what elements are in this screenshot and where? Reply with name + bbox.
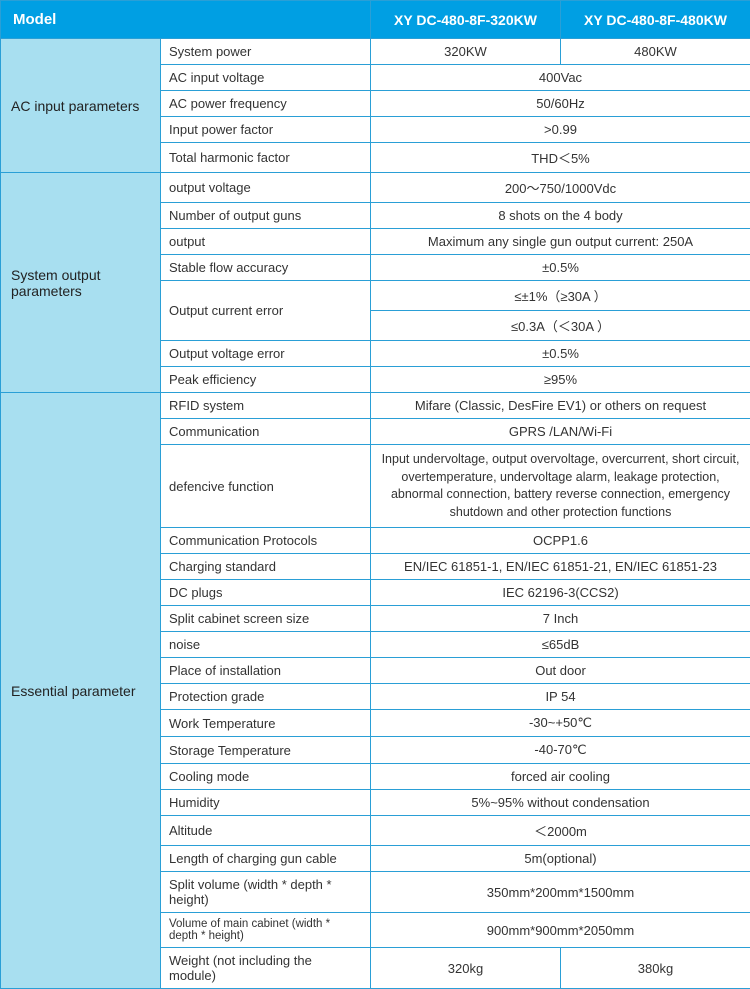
spec-value: 5%~95% without condensation xyxy=(371,790,750,816)
spec-label: AC input voltage xyxy=(161,65,371,91)
spec-value: Input undervoltage, output overvoltage, … xyxy=(371,445,750,528)
spec-label: Total harmonic factor xyxy=(161,143,371,173)
product-header-2: XY DC-480-8F-480KW xyxy=(561,1,750,39)
spec-label: RFID system xyxy=(161,393,371,419)
spec-value: ≤0.3A（＜30A ） xyxy=(371,311,750,341)
spec-value: -40-70℃ xyxy=(371,737,750,764)
section-title: AC input parameters xyxy=(1,39,161,173)
spec-label: Number of output guns xyxy=(161,203,371,229)
spec-value: Out door xyxy=(371,658,750,684)
spec-label: Humidity xyxy=(161,790,371,816)
spec-value: ＜2000m xyxy=(371,816,750,846)
spec-label: Volume of main cabinet (width * depth * … xyxy=(161,913,371,948)
spec-label: DC plugs xyxy=(161,580,371,606)
spec-label: defencive function xyxy=(161,445,371,528)
section-title: Essential parameter xyxy=(1,393,161,989)
table-row: System output parametersoutput voltage20… xyxy=(1,173,750,203)
spec-label: Peak efficiency xyxy=(161,367,371,393)
spec-label: Split volume (width * depth * height) xyxy=(161,872,371,913)
spec-label: Communication xyxy=(161,419,371,445)
spec-value: ±0.5% xyxy=(371,341,750,367)
spec-value: 350mm*200mm*1500mm xyxy=(371,872,750,913)
spec-value-1: 320kg xyxy=(371,948,561,989)
spec-label: Charging standard xyxy=(161,554,371,580)
spec-value: 200～750/1000Vdc xyxy=(371,173,750,203)
spec-value: forced air cooling xyxy=(371,764,750,790)
spec-label: output voltage xyxy=(161,173,371,203)
spec-label: Altitude xyxy=(161,816,371,846)
spec-value: >0.99 xyxy=(371,117,750,143)
spec-value: 8 shots on the 4 body xyxy=(371,203,750,229)
spec-label: Communication Protocols xyxy=(161,528,371,554)
spec-value: Maximum any single gun output current: 2… xyxy=(371,229,750,255)
spec-label: Stable flow accuracy xyxy=(161,255,371,281)
spec-label: Place of installation xyxy=(161,658,371,684)
spec-label: Weight (not including the module) xyxy=(161,948,371,989)
spec-value: -30~+50℃ xyxy=(371,710,750,737)
table-row: Essential parameterRFID systemMifare (Cl… xyxy=(1,393,750,419)
spec-value: IP 54 xyxy=(371,684,750,710)
spec-label: output xyxy=(161,229,371,255)
spec-value: ±0.5% xyxy=(371,255,750,281)
spec-label: Input power factor xyxy=(161,117,371,143)
spec-value: OCPP1.6 xyxy=(371,528,750,554)
spec-label: Output current error xyxy=(161,281,371,341)
spec-value: 5m(optional) xyxy=(371,846,750,872)
product-header-1: XY DC-480-8F-320KW xyxy=(371,1,561,39)
spec-label: Work Temperature xyxy=(161,710,371,737)
spec-value: ≤65dB xyxy=(371,632,750,658)
spec-label: Cooling mode xyxy=(161,764,371,790)
spec-value-2: 380kg xyxy=(561,948,750,989)
spec-value: Mifare (Classic, DesFire EV1) or others … xyxy=(371,393,750,419)
spec-label: Length of charging gun cable xyxy=(161,846,371,872)
spec-value: ≤±1%（≥30A ） xyxy=(371,281,750,311)
spec-value: THD＜5% xyxy=(371,143,750,173)
spec-label: Output voltage error xyxy=(161,341,371,367)
spec-value: ≥95% xyxy=(371,367,750,393)
spec-label: noise xyxy=(161,632,371,658)
spec-label: Split cabinet screen size xyxy=(161,606,371,632)
spec-value: 7 Inch xyxy=(371,606,750,632)
spec-value: IEC 62196-3(CCS2) xyxy=(371,580,750,606)
spec-table: ModelXY DC-480-8F-320KWXY DC-480-8F-480K… xyxy=(0,0,750,989)
spec-label: System power xyxy=(161,39,371,65)
section-title: System output parameters xyxy=(1,173,161,393)
spec-value-2: 480KW xyxy=(561,39,750,65)
spec-value: 900mm*900mm*2050mm xyxy=(371,913,750,948)
spec-value: GPRS /LAN/Wi-Fi xyxy=(371,419,750,445)
spec-value-1: 320KW xyxy=(371,39,561,65)
spec-value: EN/IEC 61851-1, EN/IEC 61851-21, EN/IEC … xyxy=(371,554,750,580)
header-row: ModelXY DC-480-8F-320KWXY DC-480-8F-480K… xyxy=(1,1,750,39)
spec-label: Protection grade xyxy=(161,684,371,710)
spec-label: Storage Temperature xyxy=(161,737,371,764)
model-header: Model xyxy=(1,1,371,39)
spec-value: 50/60Hz xyxy=(371,91,750,117)
table-row: AC input parametersSystem power320KW480K… xyxy=(1,39,750,65)
spec-label: AC power frequency xyxy=(161,91,371,117)
spec-value: 400Vac xyxy=(371,65,750,91)
